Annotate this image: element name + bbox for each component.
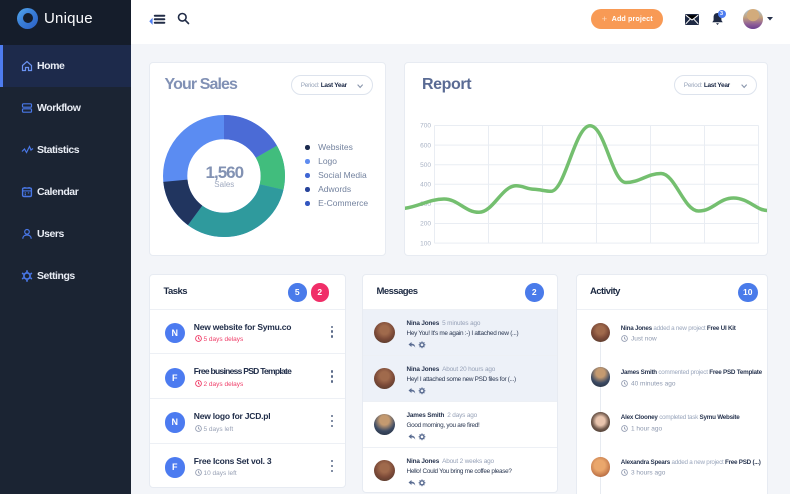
svg-text:400: 400 bbox=[420, 182, 431, 189]
svg-text:500: 500 bbox=[420, 162, 431, 169]
svg-text:100: 100 bbox=[420, 240, 431, 247]
svg-text:200: 200 bbox=[420, 221, 431, 228]
svg-text:600: 600 bbox=[420, 142, 431, 149]
svg-text:700: 700 bbox=[420, 123, 431, 130]
svg-text:300: 300 bbox=[420, 201, 431, 208]
